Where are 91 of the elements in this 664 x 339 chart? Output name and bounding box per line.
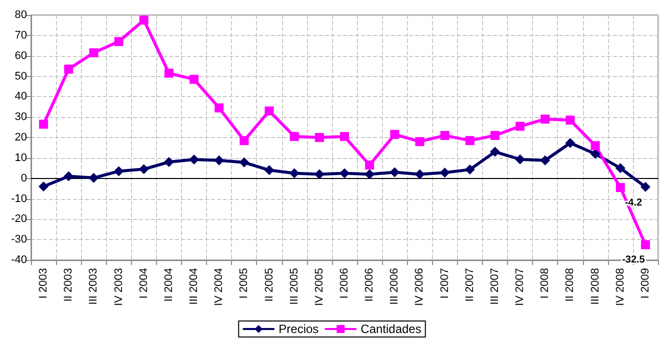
x-tick-label: I 2005 [238, 268, 250, 299]
point [189, 154, 200, 165]
point [38, 182, 49, 192]
x-tick-label: II 2008 [564, 268, 576, 302]
x-tick-label: III 2003 [88, 268, 100, 305]
point [490, 130, 500, 140]
y-tick-label: -40 [11, 254, 27, 266]
x-tick-label: IV 2007 [514, 268, 526, 306]
y-tick-label: 80 [14, 9, 27, 21]
point [64, 171, 74, 182]
point [515, 154, 526, 164]
x-tick-label: III 2006 [388, 268, 401, 305]
point [314, 169, 324, 180]
point [214, 103, 224, 112]
point [364, 169, 375, 180]
x-tick-label: I 2009 [639, 268, 652, 299]
point [114, 166, 124, 176]
x-tick-label: III 2004 [188, 268, 200, 305]
y-tick-label: 40 [14, 90, 27, 103]
point [440, 130, 450, 140]
point [414, 169, 425, 180]
point [490, 146, 500, 157]
point [540, 155, 550, 166]
y-tick-label: 70 [14, 29, 27, 42]
x-tick-label: III 2005 [288, 268, 300, 305]
point [89, 48, 98, 58]
y-tick-label: -20 [11, 213, 27, 226]
point [640, 182, 650, 192]
point [616, 183, 625, 192]
x-tick-label: I 2006 [338, 268, 350, 299]
point [214, 155, 224, 166]
point [590, 148, 600, 159]
point [615, 163, 626, 174]
x-tick-label: III 2007 [488, 268, 501, 305]
x-tick-label: I 2008 [539, 268, 552, 299]
point [114, 37, 124, 46]
point [290, 132, 299, 141]
point [390, 167, 400, 178]
point [440, 168, 450, 178]
point [340, 132, 349, 141]
x-tick-label: II 2005 [263, 268, 276, 302]
point [39, 120, 48, 129]
point [264, 106, 274, 116]
point [340, 168, 350, 178]
data-label: -32.5 [622, 254, 646, 266]
point [590, 141, 600, 150]
y-tick-label: 20 [14, 132, 27, 144]
point [88, 172, 99, 183]
x-tick-label: II 2004 [162, 268, 175, 302]
x-tick-label: III 2008 [589, 268, 602, 305]
point [190, 74, 199, 84]
point [314, 133, 324, 142]
x-tick-label: II 2007 [464, 268, 476, 302]
y-tick-label: 50 [14, 70, 27, 82]
point [415, 137, 424, 146]
legend-label: Cantidades [360, 322, 422, 336]
point [465, 136, 474, 146]
point [164, 68, 174, 78]
x-tick-label: II 2006 [364, 268, 376, 302]
x-tick-label: I 2003 [38, 268, 50, 299]
point [138, 164, 149, 174]
y-tick-label: 30 [14, 111, 27, 124]
legend-label: Precios [278, 322, 319, 336]
x-tick-label: I 2007 [438, 268, 451, 299]
y-tick-label: -30 [11, 234, 27, 246]
point [264, 165, 274, 176]
point [390, 130, 400, 139]
point [240, 136, 249, 146]
point [64, 64, 74, 74]
point [139, 16, 148, 25]
x-tick-label: IV 2005 [313, 268, 326, 306]
x-tick-label: IV 2004 [213, 268, 226, 306]
x-tick-label: IV 2006 [414, 268, 426, 306]
point [565, 138, 576, 148]
point [516, 122, 525, 131]
y-tick-label: -10 [11, 192, 27, 205]
point [239, 157, 250, 168]
point [164, 157, 174, 167]
point [640, 240, 650, 250]
x-tick-label: IV 2008 [614, 268, 626, 306]
x-tick-label: II 2003 [62, 268, 75, 302]
x-tick-label: I 2004 [138, 268, 150, 299]
point [365, 160, 374, 170]
point [289, 168, 300, 178]
x-tick-label: IV 2003 [112, 268, 125, 306]
point [566, 116, 575, 125]
y-tick-label: 0 [20, 172, 27, 184]
y-tick-label: 60 [14, 50, 27, 62]
y-tick-label: 10 [14, 152, 27, 164]
point [464, 164, 475, 175]
point [540, 114, 550, 124]
